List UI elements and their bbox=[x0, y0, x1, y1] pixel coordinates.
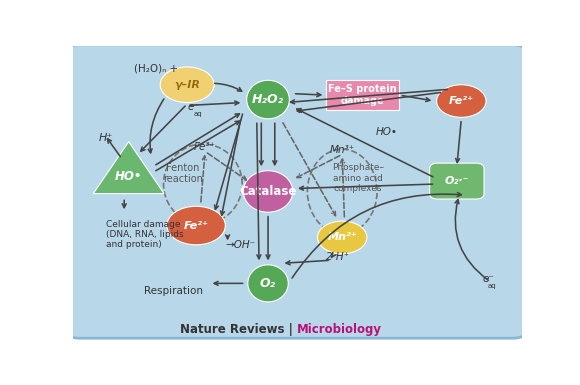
Text: Fe–S protein
damage: Fe–S protein damage bbox=[328, 84, 397, 106]
Text: HO•: HO• bbox=[376, 127, 398, 137]
Text: Fenton
reaction: Fenton reaction bbox=[162, 163, 202, 184]
Ellipse shape bbox=[244, 171, 293, 212]
Text: Microbiology: Microbiology bbox=[297, 323, 382, 336]
Circle shape bbox=[437, 85, 486, 117]
Text: Fe³⁺: Fe³⁺ bbox=[194, 142, 216, 152]
Text: e⁻: e⁻ bbox=[483, 274, 494, 284]
Text: O₂·⁻: O₂·⁻ bbox=[445, 176, 469, 186]
Text: e⁻: e⁻ bbox=[188, 102, 200, 112]
FancyBboxPatch shape bbox=[326, 80, 399, 110]
Text: Fe²⁺: Fe²⁺ bbox=[449, 96, 474, 106]
Circle shape bbox=[167, 206, 225, 245]
Text: Mn²⁺: Mn²⁺ bbox=[327, 233, 357, 243]
Circle shape bbox=[317, 221, 367, 254]
Text: Nature Reviews |: Nature Reviews | bbox=[180, 323, 297, 336]
Text: Catalase: Catalase bbox=[240, 185, 297, 198]
Circle shape bbox=[160, 67, 214, 102]
Text: Respiration: Respiration bbox=[144, 286, 203, 296]
Text: O₂: O₂ bbox=[260, 277, 276, 290]
Text: aq: aq bbox=[193, 111, 202, 117]
Text: HO•: HO• bbox=[115, 170, 142, 183]
Text: aq: aq bbox=[488, 283, 496, 289]
Text: Fe²⁺: Fe²⁺ bbox=[184, 221, 209, 231]
Ellipse shape bbox=[246, 80, 289, 119]
Text: →OH⁻: →OH⁻ bbox=[225, 240, 255, 250]
Text: γ–IR: γ–IR bbox=[174, 80, 200, 90]
Text: Phosphate–
amino acid
complexes: Phosphate– amino acid complexes bbox=[332, 163, 384, 193]
FancyBboxPatch shape bbox=[66, 45, 527, 338]
FancyBboxPatch shape bbox=[430, 163, 484, 199]
Text: Cellular damage
(DNA, RNA, lipids
and protein): Cellular damage (DNA, RNA, lipids and pr… bbox=[106, 219, 184, 249]
Text: H⁺: H⁺ bbox=[99, 133, 113, 143]
Ellipse shape bbox=[248, 265, 288, 302]
Text: (H₂O)ₙ +: (H₂O)ₙ + bbox=[133, 64, 177, 74]
Text: Mn³⁺: Mn³⁺ bbox=[329, 145, 355, 155]
Text: H₂O₂: H₂O₂ bbox=[252, 93, 284, 106]
Text: 2 H⁺: 2 H⁺ bbox=[326, 252, 349, 262]
Text: γ–IR: γ–IR bbox=[174, 80, 200, 90]
Polygon shape bbox=[93, 142, 164, 194]
